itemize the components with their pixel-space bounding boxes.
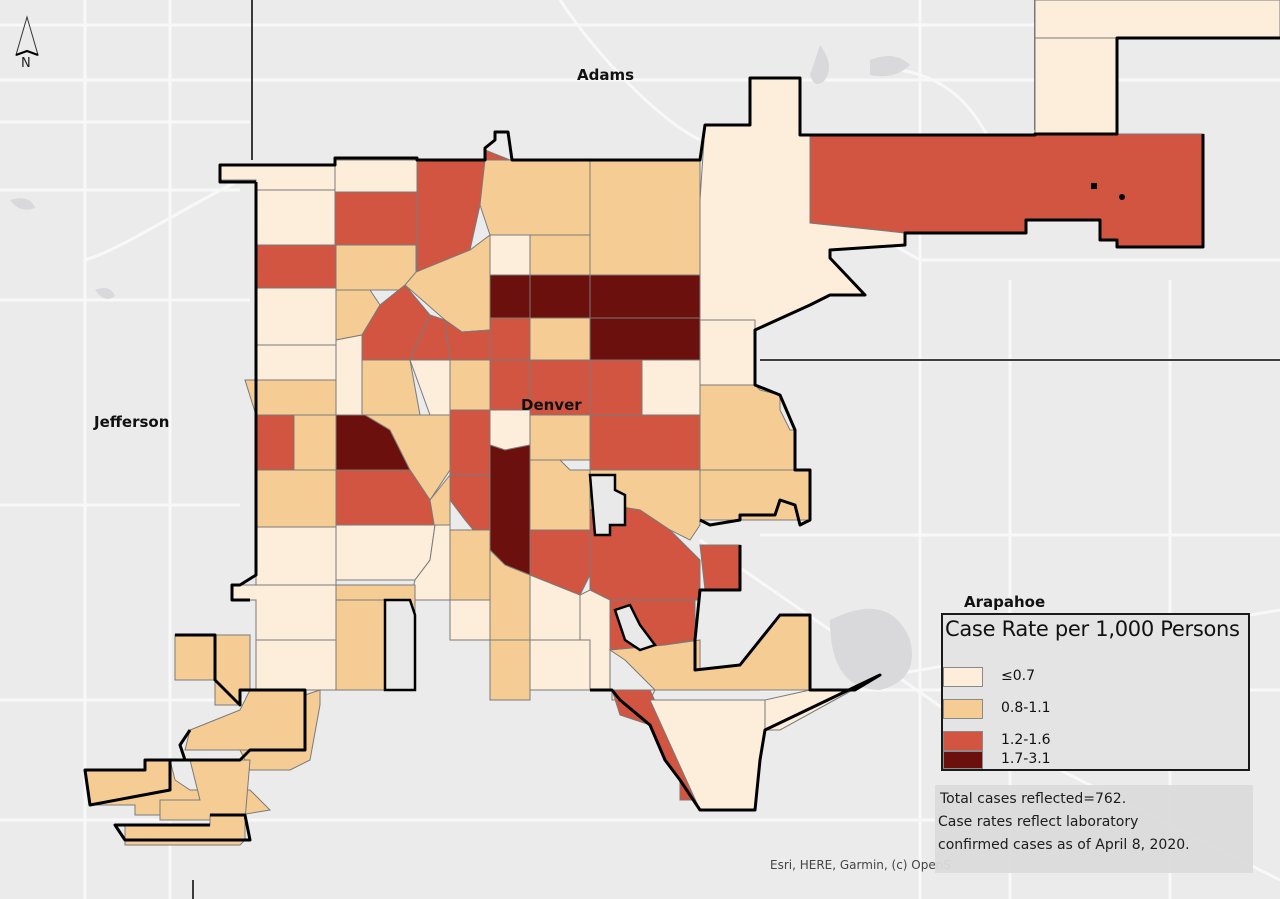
enclaves xyxy=(383,473,658,692)
county-label-denver: Denver xyxy=(521,396,582,414)
water-bodies xyxy=(10,45,912,690)
legend-label: 0.8-1.1 xyxy=(1001,700,1051,716)
legend-swatch xyxy=(943,699,983,719)
denver-boundary xyxy=(83,36,1280,842)
legend-swatch xyxy=(943,751,983,769)
north-label: N xyxy=(21,56,31,71)
north-arrow: N xyxy=(12,14,42,74)
map-attribution: Esri, HERE, Garmin, (c) OpenS xyxy=(770,858,951,872)
county-label-adams: Adams xyxy=(577,66,635,84)
note-line-3: confirmed cases as of April 8, 2020. xyxy=(938,837,1190,853)
legend-swatch xyxy=(943,731,983,751)
holes xyxy=(1091,183,1125,200)
legend-label: 1.2-1.6 xyxy=(1001,732,1051,748)
legend-title: Case Rate per 1,000 Persons xyxy=(945,617,1240,641)
legend-label: ≤0.7 xyxy=(1001,668,1035,684)
legend-swatch xyxy=(943,667,983,687)
legend: Case Rate per 1,000 Persons ≤0.7 0.8-1.1… xyxy=(941,613,1250,771)
footnote-box: Total cases reflected=762. Case rates re… xyxy=(935,785,1253,873)
legend-label: 1.7-3.1 xyxy=(1001,751,1051,767)
note-line-2: Case rates reflect laboratory xyxy=(938,814,1139,830)
note-total-cases: Total cases reflected=762. xyxy=(940,791,1127,807)
county-label-arapahoe: Arapahoe xyxy=(964,593,1046,611)
north-arrow-icon xyxy=(15,15,39,56)
county-label-jefferson: Jefferson xyxy=(94,413,170,431)
